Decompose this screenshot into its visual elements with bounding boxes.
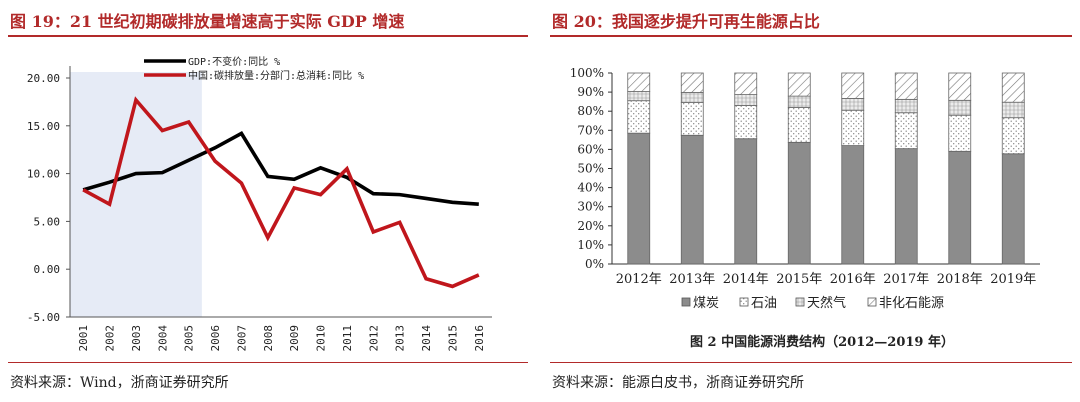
y-tick-label: 50% — [577, 162, 604, 176]
y-tick-label: 5.00 — [34, 215, 61, 228]
x-tick-label: 2001 — [77, 325, 90, 352]
bar-segment-煤炭 — [841, 145, 865, 265]
y-tick-label: 70% — [577, 123, 604, 137]
left-panel-title: 图 19：21 世纪初期碳排放量增速高于实际 GDP 增速 — [10, 12, 405, 31]
series-line-1 — [82, 96, 480, 289]
y-tick-label: 0.00 — [34, 263, 61, 276]
x-tick-label: 2009 — [288, 325, 301, 352]
x-tick-label: 2005 — [183, 325, 196, 352]
x-tick-label: 2011 — [341, 325, 354, 352]
bar-segment-非化石能源 — [1001, 72, 1025, 103]
x-tick-label: 2012年 — [616, 272, 662, 287]
bar-segment-非化石能源 — [787, 72, 811, 97]
y-tick-label: 10.00 — [27, 168, 60, 181]
x-tick-label: 2017年 — [883, 272, 929, 287]
left-source-rule — [8, 362, 528, 363]
series-line-0 — [82, 131, 479, 206]
x-tick-label: 2016 — [473, 325, 486, 352]
bar-segment-非化石能源 — [680, 72, 704, 93]
bar-segment-煤炭 — [948, 150, 972, 265]
y-tick-label: 60% — [577, 142, 604, 156]
bar-segment-煤炭 — [734, 138, 758, 265]
bar-segment-石油 — [894, 112, 918, 150]
bar-segment-石油 — [841, 109, 865, 146]
bar-segment-天然气 — [948, 99, 972, 116]
x-tick-label: 2014 — [420, 325, 433, 352]
bar-segment-煤炭 — [894, 148, 918, 265]
x-tick-label: 2015年 — [776, 272, 822, 287]
x-tick-label: 2014年 — [723, 272, 769, 287]
left-source: 资料来源：Wind，浙商证券研究所 — [10, 375, 229, 391]
x-tick-label: 2018年 — [937, 272, 983, 287]
bar-segment-石油 — [680, 102, 704, 136]
bar-segment-非化石能源 — [894, 72, 918, 100]
bar-segment-天然气 — [680, 92, 704, 104]
x-tick-label: 2010 — [315, 325, 328, 352]
right-chart-caption: 图 2 中国能源消费结构（2012—2019 年） — [690, 334, 954, 350]
y-tick-label: 40% — [577, 181, 604, 195]
bar-segment-天然气 — [1001, 101, 1025, 119]
legend-label: 中国:碳排放量:分部门:总消耗:同比 % — [188, 69, 364, 82]
legend-label: 非化石能源 — [879, 296, 944, 311]
y-tick-label: 15.00 — [27, 120, 60, 133]
bar-segment-天然气 — [894, 98, 918, 114]
x-tick-label: 2004 — [156, 325, 169, 352]
right-source-rule — [550, 362, 1072, 363]
y-tick-label: 100% — [570, 66, 604, 80]
x-tick-label: 2013年 — [669, 272, 715, 287]
bar-segment-石油 — [1001, 117, 1025, 155]
x-tick-label: 2013 — [394, 325, 407, 352]
legend-swatch — [681, 297, 691, 307]
y-tick-label: 90% — [577, 85, 604, 99]
legend-swatch — [795, 297, 805, 307]
bar-segment-非化石能源 — [734, 72, 758, 95]
legend-label: 天然气 — [807, 295, 846, 311]
legend-swatch — [739, 297, 749, 307]
bar-segment-天然气 — [627, 91, 651, 102]
bar-segment-煤炭 — [627, 132, 651, 265]
x-tick-label: 2012 — [367, 325, 380, 352]
legend-swatch — [867, 297, 877, 307]
y-tick-label: 20.00 — [27, 72, 60, 85]
legend-label: 煤炭 — [693, 296, 719, 311]
bar-segment-石油 — [627, 100, 651, 134]
bar-segment-煤炭 — [1001, 153, 1025, 265]
bar-segment-石油 — [787, 106, 811, 143]
legend-label: GDP:不变价:同比 % — [188, 55, 280, 68]
x-tick-label: 2002 — [104, 325, 117, 352]
right-source: 资料来源：能源白皮书，浙商证券研究所 — [552, 375, 804, 391]
bar-segment-天然气 — [787, 95, 811, 108]
right-panel-title: 图 20：我国逐步提升可再生能源占比 — [552, 12, 820, 31]
left-title-rule — [8, 35, 528, 37]
bar-segment-天然气 — [841, 98, 865, 111]
x-tick-label: 2008 — [262, 325, 275, 352]
bar-segment-天然气 — [734, 94, 758, 106]
bar-segment-非化石能源 — [627, 72, 651, 92]
y-tick-label: 20% — [577, 219, 604, 233]
left-line-chart: 20.00 15.00 10.00 5.00 0.00 -5.00 2001 2002 2003… — [27, 55, 492, 352]
right-title-rule — [550, 35, 1072, 37]
x-tick-label: 2006 — [209, 325, 222, 352]
bar-segment-石油 — [734, 105, 758, 140]
right-stacked-bar-chart: 0% 10% 20% 30% 40% 50% 60% 70% 80% 90% 100% 2012年 20… — [570, 66, 1040, 350]
y-tick-label: 10% — [577, 238, 604, 252]
y-tick-label: -5.00 — [27, 311, 60, 324]
y-tick-label: 0% — [585, 257, 604, 271]
x-tick-label: 2016年 — [830, 272, 876, 287]
y-tick-label: 80% — [577, 104, 604, 118]
bar-segment-石油 — [948, 114, 972, 152]
x-tick-label: 2019年 — [990, 272, 1036, 287]
bar-segment-非化石能源 — [948, 72, 972, 101]
bar-segment-煤炭 — [680, 134, 704, 265]
legend-label: 石油 — [751, 296, 777, 311]
bar-segment-煤炭 — [787, 141, 811, 265]
y-tick-label: 30% — [577, 200, 604, 214]
x-tick-label: 2015 — [446, 325, 459, 352]
x-tick-label: 2007 — [235, 325, 248, 352]
x-tick-label: 2003 — [130, 325, 143, 352]
bar-segment-非化石能源 — [841, 72, 865, 99]
